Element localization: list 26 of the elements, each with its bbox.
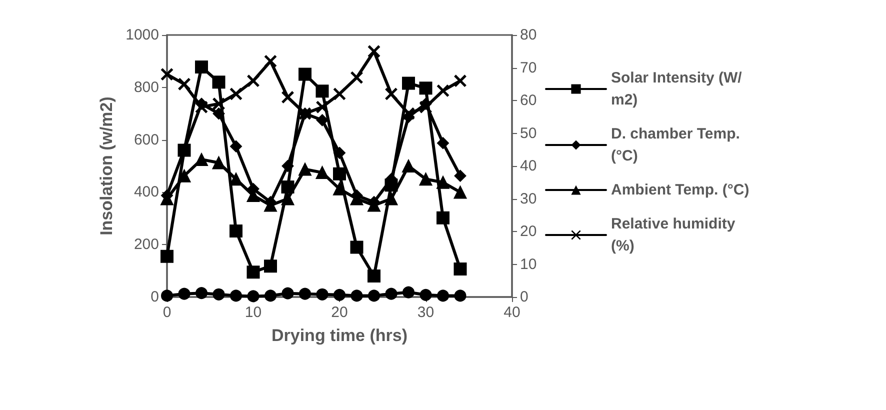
x-tick-label: 40 bbox=[504, 304, 520, 321]
y2-tick-label: 80 bbox=[520, 26, 537, 44]
y-tick-label: 400 bbox=[134, 184, 159, 201]
x-tick-label: 10 bbox=[244, 304, 262, 321]
x-tick-label: 20 bbox=[331, 304, 348, 321]
y2-tick-label: 40 bbox=[520, 158, 537, 174]
y2-tick-label: 0 bbox=[520, 288, 528, 306]
x-tick-label: 0 bbox=[162, 304, 172, 321]
x-axis-title: Drying time (hrs) bbox=[271, 326, 408, 345]
legend-label: Ambient Temp. (°C) bbox=[611, 182, 750, 198]
y2-tick-label: 60 bbox=[520, 92, 537, 109]
y2-tick-label: 10 bbox=[520, 256, 537, 273]
y-tick-label: 600 bbox=[134, 131, 159, 148]
y-axis-title: Insolation (w/m2) bbox=[97, 96, 116, 236]
legend-label: Relative humidity (%) bbox=[611, 216, 740, 254]
legend-label: Solar Intensity (W/m2) bbox=[611, 70, 743, 108]
y2-tick-label: 50 bbox=[520, 124, 537, 142]
y2-tick-label: 30 bbox=[520, 190, 537, 208]
y2-tick-label: 70 bbox=[520, 59, 537, 76]
y-tick-label: 1000 bbox=[126, 26, 159, 44]
legend-label: D. chamber Temp. (°C) bbox=[611, 126, 744, 164]
y-tick-label: 200 bbox=[134, 236, 159, 254]
y2-tick-label: 20 bbox=[520, 223, 537, 240]
y-tick-label: 800 bbox=[134, 78, 159, 96]
x-tick-label: 30 bbox=[417, 304, 434, 321]
y-tick-label: 0 bbox=[150, 288, 159, 306]
